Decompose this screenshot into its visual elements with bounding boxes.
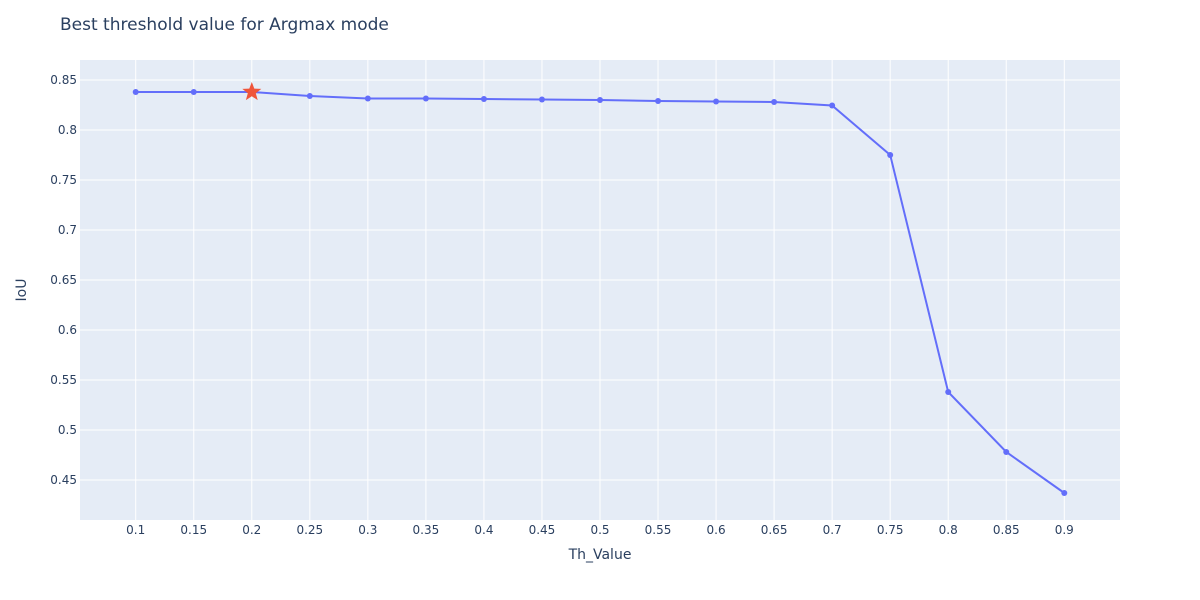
data-point <box>713 98 720 105</box>
data-point <box>364 95 371 102</box>
data-point <box>190 89 197 95</box>
x-axis-label: Th_Value <box>568 547 632 563</box>
x-tick-label: 0.25 <box>296 523 323 537</box>
data-point <box>887 152 894 158</box>
data-point <box>538 96 545 103</box>
data-point <box>1061 490 1068 496</box>
x-tick-label: 0.4 <box>474 523 493 537</box>
y-axis-ticks: 0.45 0.5 0.55 0.6 0.65 0.7 0.75 0.8 0.85 <box>50 73 77 487</box>
x-tick-label: 0.6 <box>707 523 726 537</box>
y-tick-label: 0.8 <box>58 123 77 137</box>
y-tick-label: 0.7 <box>58 223 77 237</box>
y-axis-label: IoU <box>14 279 30 302</box>
best-threshold-star-marker <box>242 82 262 101</box>
x-tick-label: 0.65 <box>761 523 788 537</box>
data-point <box>132 89 139 95</box>
series-points <box>132 89 1068 496</box>
data-point <box>655 98 662 104</box>
data-point <box>771 99 778 105</box>
grid <box>80 60 1120 520</box>
y-tick-label: 0.45 <box>50 473 77 487</box>
data-point <box>829 102 836 109</box>
x-tick-label: 0.5 <box>590 523 609 537</box>
x-tick-label: 0.9 <box>1055 523 1074 537</box>
x-tick-label: 0.8 <box>939 523 958 537</box>
y-tick-label: 0.75 <box>50 173 77 187</box>
data-point <box>597 97 603 103</box>
x-tick-label: 0.55 <box>645 523 672 537</box>
x-tick-label: 0.35 <box>413 523 440 537</box>
x-tick-label: 0.3 <box>358 523 377 537</box>
data-point <box>945 389 952 395</box>
x-tick-label: 0.75 <box>877 523 904 537</box>
x-tick-label: 0.15 <box>180 523 207 537</box>
data-point <box>422 95 429 102</box>
x-tick-label: 0.85 <box>993 523 1020 537</box>
x-tick-label: 0.1 <box>126 523 145 537</box>
y-tick-label: 0.5 <box>58 423 77 437</box>
y-tick-label: 0.6 <box>58 323 77 337</box>
y-tick-label: 0.85 <box>50 73 77 87</box>
x-tick-label: 0.7 <box>823 523 842 537</box>
data-point <box>1003 449 1010 455</box>
data-point <box>306 93 313 99</box>
x-tick-label: 0.45 <box>529 523 556 537</box>
chart-title: Best threshold value for Argmax mode <box>60 15 389 35</box>
x-tick-label: 0.2 <box>242 523 261 537</box>
x-axis-ticks: 0.1 0.15 0.2 0.25 0.3 0.35 0.4 0.45 0.5 0.55 0.6 0.… <box>126 523 1074 537</box>
y-tick-label: 0.65 <box>50 273 77 287</box>
data-point <box>480 96 487 102</box>
y-tick-label: 0.55 <box>50 373 77 387</box>
